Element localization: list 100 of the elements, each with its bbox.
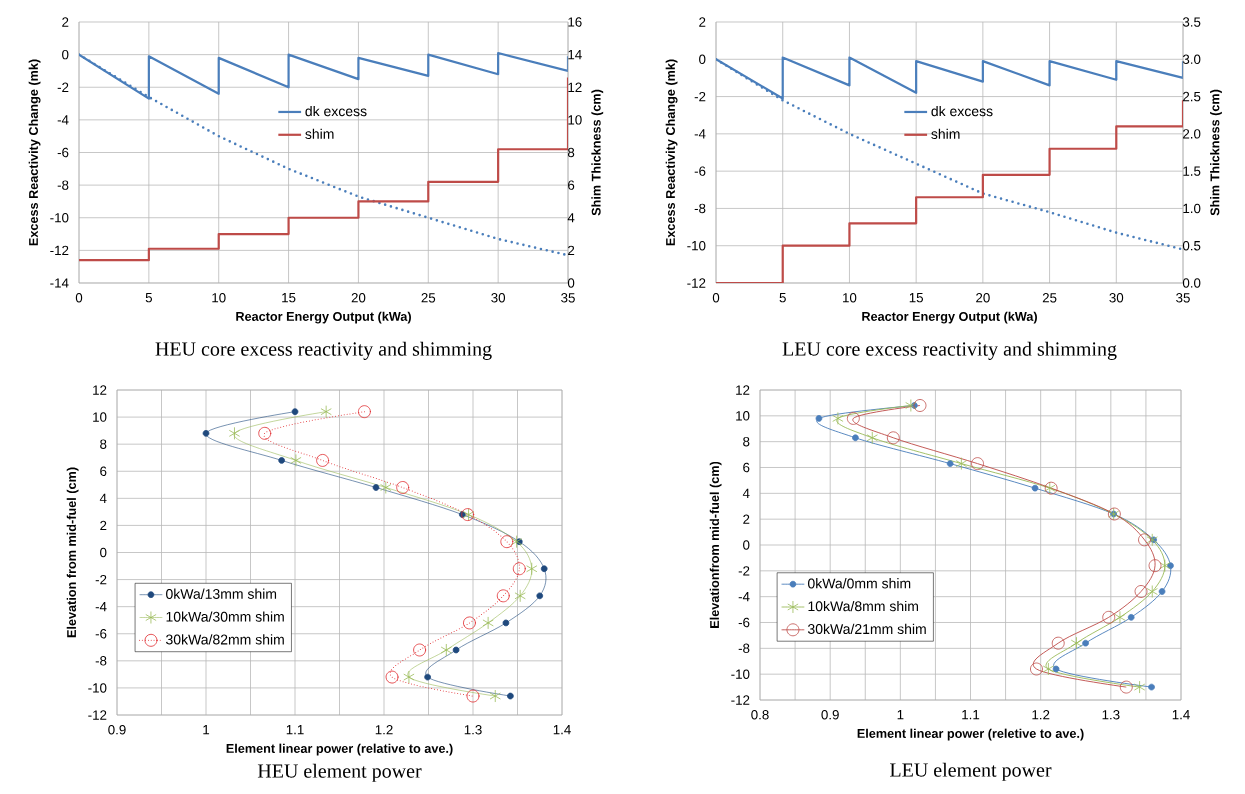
legend-label: dk excess: [305, 105, 367, 117]
x-tick-label: 1.1: [962, 710, 980, 720]
y2-tick-label: 8: [567, 147, 575, 158]
y2-tick-label: 16: [568, 17, 582, 27]
y-tick-label: -4: [694, 129, 706, 139]
y2-tick-label: 0.0: [1182, 278, 1201, 288]
y2-tick-label: 0.5: [1182, 241, 1201, 251]
x-axis-title: Reactor Energy Output (kWa): [862, 311, 1037, 324]
y2-tick-label: 6: [568, 180, 575, 190]
y-axis-title: Excess Reactivity Change (mk): [665, 59, 678, 246]
x-tick-label: 25: [1042, 293, 1057, 303]
y-tick-label: -2: [57, 82, 69, 92]
x-tick-label: 30: [491, 293, 506, 303]
x-tick-label: 10: [212, 293, 226, 303]
y-tick-label: 2: [743, 514, 750, 524]
y-tick-label: 8: [100, 439, 107, 449]
legend-label: 0kWa/0mm shim: [807, 578, 911, 589]
y-tick-label: -4: [57, 115, 69, 125]
y-tick-label: -8: [694, 203, 706, 214]
y-tick-label: 0: [699, 54, 706, 64]
y2-tick-label: 3.5: [1182, 17, 1201, 27]
y-tick-label: -2: [95, 574, 107, 585]
x-tick-label: 1.4: [1172, 710, 1190, 720]
y-tick-label: -8: [95, 656, 107, 666]
y-tick-label: -10: [731, 669, 750, 679]
y-tick-label: -10: [687, 241, 706, 251]
x-tick-label: 30: [1109, 293, 1124, 303]
y-tick-label: 12: [93, 385, 107, 395]
x-tick-label: 1.2: [375, 725, 393, 735]
legend-label: 10kWa/8mm shim: [808, 600, 918, 612]
y-tick-label: 6: [743, 462, 750, 473]
y-axis-title: Elevationfrom mid-fuel (cm): [709, 461, 722, 628]
y-tick-label: -4: [738, 592, 750, 602]
y-tick-label: 6: [100, 466, 107, 476]
y-tick-label: -12: [50, 245, 69, 256]
y-tick-label: 10: [93, 412, 107, 422]
x-axis-title: Reactor Energy Output (kWa): [236, 311, 411, 324]
x-tick-label: 1.2: [1032, 710, 1050, 720]
y-tick-label: -6: [694, 166, 706, 176]
y-tick-label: -14: [50, 278, 69, 288]
legend-label: 30kWa/21mm shim: [807, 623, 926, 635]
x-tick-label: 5: [779, 293, 786, 303]
y-tick-label: -10: [50, 213, 69, 223]
y2-tick-label: 1.0: [1183, 203, 1201, 214]
y2-tick-label: 2: [568, 245, 575, 256]
y-tick-label: -2: [738, 566, 750, 576]
x-tick-label: 1.1: [286, 725, 304, 735]
y-tick-label: -6: [95, 629, 107, 639]
y-tick-label: 0: [100, 547, 107, 558]
y-tick-label: -10: [88, 683, 107, 693]
y-tick-label: -8: [738, 643, 750, 654]
legend-label: 10kWa/30mm shim: [166, 611, 284, 622]
y2-tick-label: 2.0: [1183, 129, 1201, 139]
x-axis-title: Element linear power (relative to ave.): [226, 743, 453, 756]
y-tick-label: -4: [95, 602, 107, 612]
y2-axis-title: Shim Thickness (cm): [1210, 89, 1222, 216]
y-tick-label: 2: [62, 17, 69, 27]
x-tick-label: 1.4: [553, 725, 571, 735]
legend-label: dk excess: [931, 105, 993, 117]
legend-label: 30kWa/82mm shim: [166, 634, 284, 645]
legend-label: shim: [305, 128, 334, 139]
y-tick-label: 0: [62, 49, 69, 60]
x-tick-label: 20: [976, 293, 990, 303]
x-tick-label: 0: [75, 293, 83, 303]
x-tick-label: 35: [1176, 293, 1190, 303]
x-tick-label: 1.3: [464, 725, 482, 735]
legend-label: 0kWa/13mm shim: [166, 588, 277, 599]
y-tick-label: 2: [100, 520, 107, 531]
y2-axis-title: Shim Thickness (cm): [591, 89, 604, 216]
y2-tick-label: 14: [568, 50, 582, 60]
x-tick-label: 5: [145, 293, 153, 303]
x-tick-label: 1.3: [1102, 710, 1120, 720]
text: HEU element power: [257, 763, 422, 782]
x-tick-label: 0.8: [751, 710, 769, 720]
y-tick-label: -12: [731, 695, 750, 705]
legend-label: shim: [931, 128, 960, 139]
x-tick-label: 1: [897, 710, 904, 720]
y-tick-label: 12: [736, 385, 750, 395]
x-tick-label: 15: [909, 293, 924, 303]
y-tick-label: -2: [694, 91, 706, 102]
y-tick-label: 10: [736, 411, 750, 421]
text: LEU element power: [890, 762, 1052, 781]
y-tick-label: -6: [738, 617, 750, 628]
x-tick-label: 20: [351, 293, 366, 303]
x-tick-label: 0.9: [821, 710, 839, 720]
x-tick-label: 10: [843, 293, 857, 303]
y-axis-title: Excess Reactivity Change (mk): [28, 59, 41, 246]
y2-tick-label: 1.5: [1183, 166, 1201, 176]
y-tick-label: 0: [743, 540, 750, 550]
y-tick-label: 2: [699, 17, 706, 27]
x-tick-label: 0: [712, 293, 720, 303]
text: LEU core excess reactivity and shimming: [782, 341, 1117, 360]
y-tick-label: -12: [88, 710, 107, 720]
y2-tick-label: 2.5: [1183, 91, 1201, 102]
y2-tick-label: 10: [568, 115, 582, 125]
x-tick-label: 1: [203, 725, 210, 735]
text: HEU core excess reactivity and shimming: [155, 341, 492, 360]
y-tick-label: -6: [57, 147, 69, 158]
y2-tick-label: 4: [567, 213, 575, 223]
y-tick-label: 8: [743, 436, 750, 447]
